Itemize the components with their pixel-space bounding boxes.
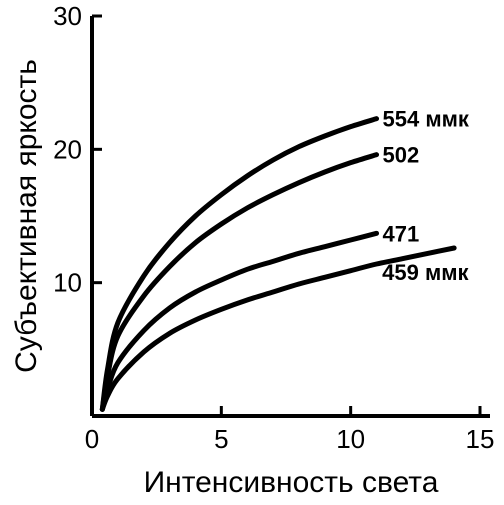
y-tick-label-1: 20: [53, 134, 82, 164]
x-tick-label-2: 10: [336, 424, 365, 454]
series-label-0: 554 ммк: [383, 107, 470, 132]
y-axis-title: Субъективная яркость: [10, 59, 43, 373]
series-line-3: [99, 245, 457, 412]
ticks: 0 5 10 15 10 20 30: [53, 1, 494, 454]
y-tick-label-2: 30: [53, 1, 82, 31]
y-tick-label-0: 10: [53, 268, 82, 298]
x-tick-label-1: 5: [214, 424, 228, 454]
x-axis-title: Интенсивность света: [144, 466, 439, 499]
series-layer: 554 ммк 502 471 459 ммк: [99, 107, 470, 412]
series-label-2: 471: [383, 221, 420, 246]
series-label-1: 502: [383, 143, 420, 168]
series-line-1: [99, 152, 380, 412]
x-tick-label-0: 0: [85, 424, 99, 454]
series-line-2: [99, 230, 380, 412]
series-line-0: [99, 116, 380, 412]
x-tick-label-3: 15: [466, 424, 495, 454]
series-label-3: 459 ммк: [382, 260, 469, 285]
plot-area: [90, 16, 490, 418]
